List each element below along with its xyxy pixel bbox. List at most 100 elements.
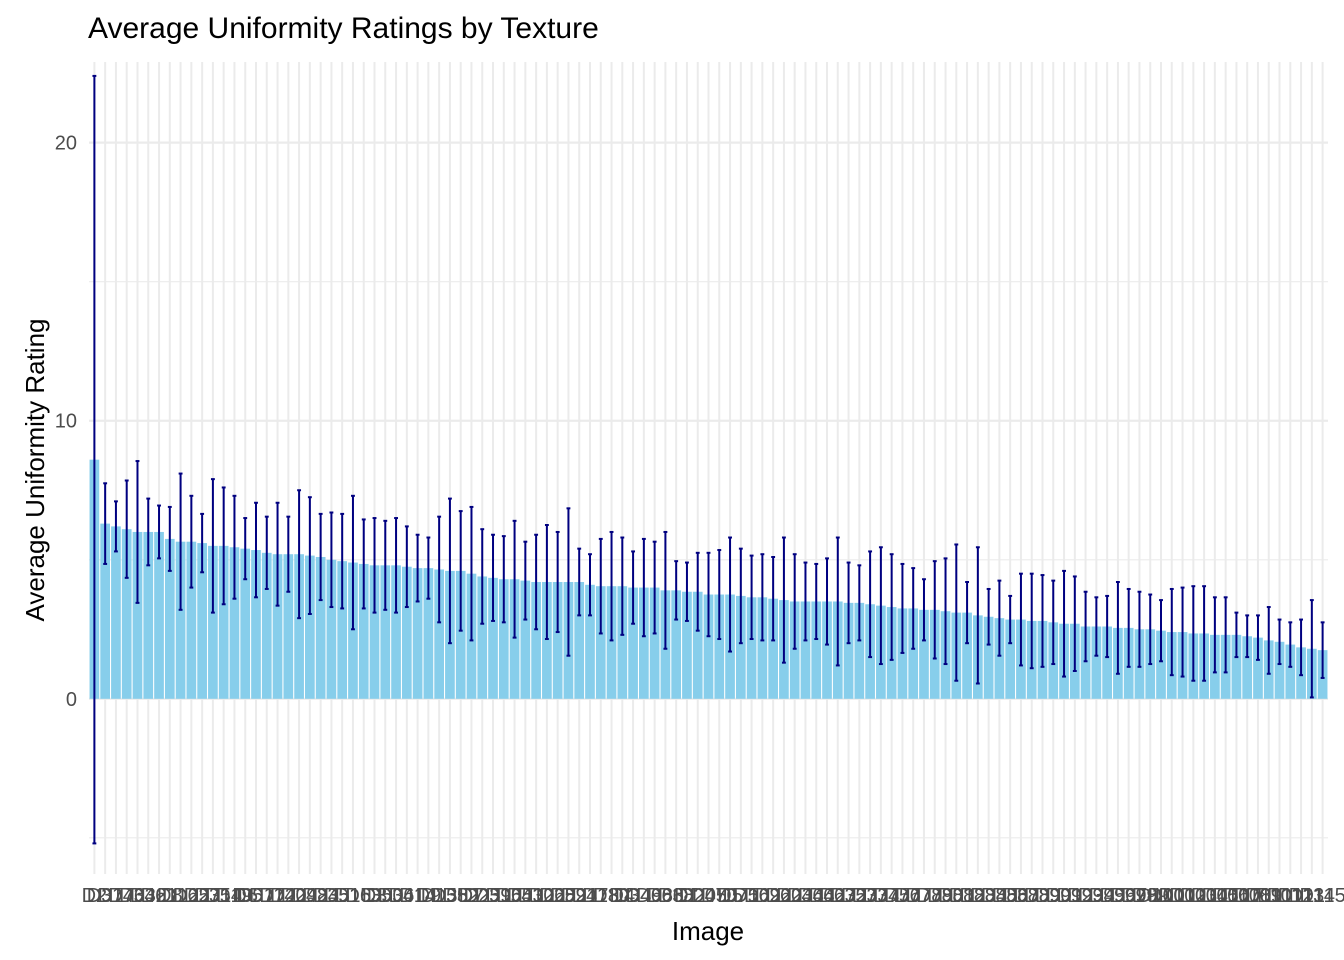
bar <box>919 609 929 699</box>
x-tick-label: D93 <box>1067 885 1104 907</box>
bar <box>811 601 822 699</box>
x-tick-label: D110 <box>1246 885 1292 907</box>
x-tick-label: D9 <box>416 885 442 907</box>
x-tick-label: D86 <box>992 885 1029 907</box>
error-bar <box>868 550 873 659</box>
error-bar <box>900 562 905 654</box>
x-tick-label: D44 <box>787 885 824 907</box>
y-tick-label: 0 <box>66 689 77 711</box>
x-tick-label: D32 <box>830 885 867 907</box>
x-tick-label: D108 <box>1223 885 1271 907</box>
error-bar <box>965 581 970 645</box>
x-tick-label: D103 <box>1169 885 1217 907</box>
error-bar <box>458 510 463 632</box>
x-tick-label: D1 <box>674 885 700 907</box>
bar <box>542 582 552 699</box>
x-tick-label: D24 <box>302 885 339 907</box>
bar <box>746 597 757 699</box>
x-tick-label: D48 <box>292 885 329 907</box>
bar <box>218 545 229 699</box>
error-bar <box>878 546 883 666</box>
x-tick-label: D70 <box>701 885 738 907</box>
bar <box>606 586 617 699</box>
x-tick-label: D58 <box>432 885 469 907</box>
x-tick-label: D65 <box>173 885 210 907</box>
bar <box>1285 644 1296 699</box>
error-bar <box>641 537 646 638</box>
error-bar <box>1309 599 1314 699</box>
x-tick-label: D100 <box>1137 885 1185 907</box>
bar <box>154 531 164 699</box>
error-bar <box>1277 618 1282 666</box>
error-bar <box>135 460 140 604</box>
x-tick-label: D114 <box>1289 885 1335 907</box>
error-bar <box>846 561 851 645</box>
bar <box>175 541 186 699</box>
error-bar <box>318 512 323 602</box>
error-bar <box>1008 594 1013 645</box>
error-bar <box>943 557 948 666</box>
x-tick-label: D2 <box>82 885 108 907</box>
x-tick-label: D89 <box>1024 885 1061 907</box>
error-bar <box>1094 596 1099 657</box>
error-bar <box>113 500 118 553</box>
error-bar <box>911 567 916 650</box>
x-tick-label: D14 <box>399 885 436 907</box>
x-tick-label: D67 <box>819 885 856 907</box>
error-bar <box>307 496 312 615</box>
bar <box>1156 630 1166 699</box>
x-tick-label: D46 <box>108 885 145 907</box>
x-tick-label: D49 <box>626 885 663 907</box>
bar <box>143 531 154 699</box>
error-bar <box>889 553 894 661</box>
bar <box>208 545 218 699</box>
x-tick-label: D63 <box>345 885 382 907</box>
error-bar <box>210 478 215 614</box>
error-bar <box>200 512 205 574</box>
error-bar <box>803 561 808 642</box>
bar <box>692 591 703 699</box>
x-tick-label: D115 <box>1299 885 1344 907</box>
error-bar <box>1062 569 1066 678</box>
error-bar <box>1072 575 1077 672</box>
x-tick-label: D34 <box>615 885 652 907</box>
error-bar <box>1083 590 1088 663</box>
bar <box>455 570 466 699</box>
bar <box>639 587 649 699</box>
y-tick-label: 20 <box>55 133 77 155</box>
error-bar <box>588 553 592 617</box>
x-tick-label: D4 <box>610 885 636 907</box>
error-bar <box>555 530 560 634</box>
x-tick-label: D102 <box>1159 885 1207 907</box>
x-tick-label: D40 <box>270 885 307 907</box>
x-tick-label: D35 <box>313 885 350 907</box>
x-tick-label: D84 <box>970 885 1007 907</box>
x-tick-label: D96 <box>1100 885 1137 907</box>
bar <box>186 541 197 699</box>
x-tick-label: D27 <box>184 885 221 907</box>
bar <box>908 608 919 699</box>
error-bar <box>372 517 377 614</box>
error-bar <box>92 74 97 845</box>
x-tick-label: D47 <box>572 885 609 907</box>
bar <box>132 531 143 699</box>
bar <box>822 601 832 699</box>
x-tick-label: D16 <box>485 885 522 907</box>
bar <box>735 595 746 699</box>
error-bar <box>340 512 345 610</box>
x-tick-label: D59 <box>550 885 587 907</box>
error-bar <box>178 472 183 611</box>
x-tick-label: D107 <box>1213 885 1261 907</box>
error-bar <box>598 537 603 635</box>
x-tick-label: D61 <box>141 885 178 907</box>
x-tick-label: D80 <box>927 885 964 907</box>
error-bar <box>975 546 980 685</box>
x-tick-label: D98 <box>1121 885 1158 907</box>
bar <box>768 598 778 699</box>
x-tick-label: D37 <box>87 885 124 907</box>
x-tick-label: D73 <box>852 885 889 907</box>
error-bar <box>167 505 172 572</box>
error-bar <box>997 579 1002 657</box>
error-bar <box>566 507 571 657</box>
bar <box>1231 634 1242 699</box>
